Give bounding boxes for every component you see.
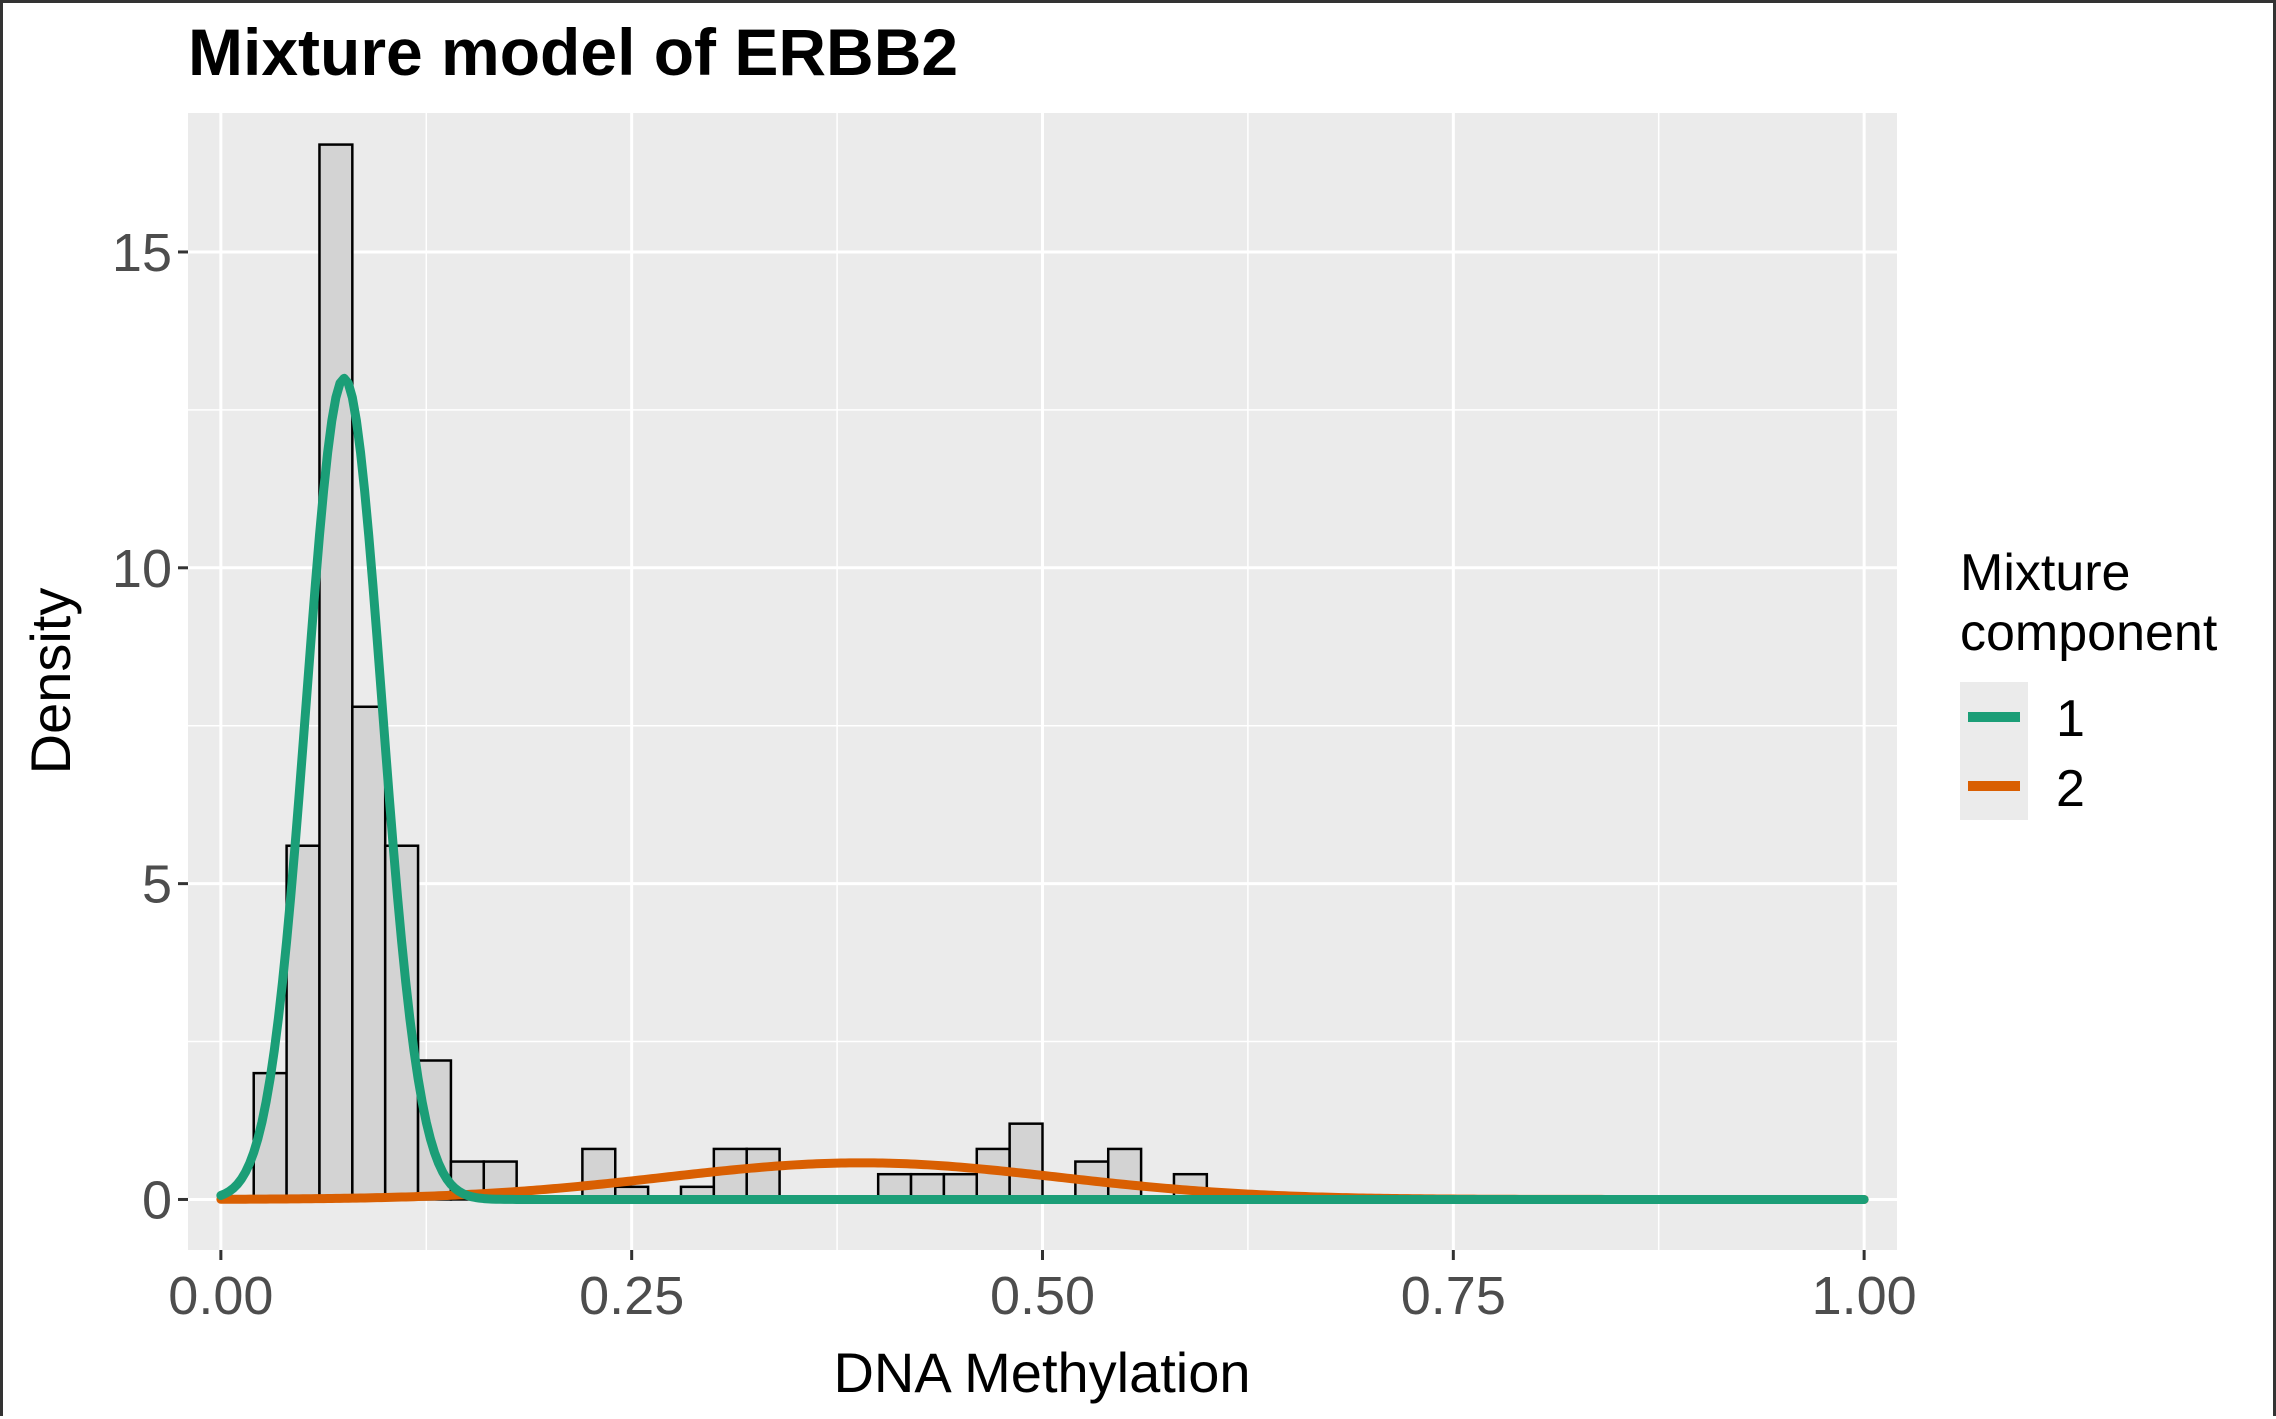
x-axis-ticks: 0.00 0.25 0.50 0.75 1.00 <box>168 1250 1917 1326</box>
y-tick-label: 15 <box>112 223 172 283</box>
legend-title-line-2: component <box>1960 604 2218 662</box>
x-tick-label: 0.50 <box>990 1266 1095 1326</box>
histogram-bar <box>1106 1147 1143 1201</box>
legend-title-line-1: Mixture <box>1960 544 2130 602</box>
chart-title: Mixture model of ERBB2 <box>188 15 958 89</box>
histogram-bar <box>1008 1122 1044 1201</box>
x-tick-label: 0.75 <box>1401 1266 1506 1326</box>
y-tick-label: 0 <box>142 1170 172 1230</box>
density-curves <box>216 373 1869 1204</box>
y-axis-label: Density <box>19 588 82 775</box>
histogram-bar <box>318 143 354 1201</box>
y-tick-label: 10 <box>112 539 172 599</box>
legend: Mixture component 1 2 <box>1960 544 2218 820</box>
x-tick-label: 0.25 <box>579 1266 684 1326</box>
legend-label-series-2: 2 <box>2056 760 2085 818</box>
histogram-bar <box>581 1147 617 1201</box>
x-tick-label: 1.00 <box>1812 1266 1917 1326</box>
legend-label-series-1: 1 <box>2056 690 2085 748</box>
y-axis-ticks: 0 5 10 15 <box>112 223 188 1230</box>
y-tick-label: 5 <box>142 855 172 915</box>
histogram-bar <box>351 705 387 1201</box>
x-tick-label: 0.00 <box>168 1266 273 1326</box>
x-axis-label: DNA Methylation <box>833 1341 1250 1404</box>
histogram-bar <box>745 1147 781 1201</box>
legend-key-background <box>1960 682 2028 820</box>
density-curve-series-1 <box>216 373 1869 1204</box>
